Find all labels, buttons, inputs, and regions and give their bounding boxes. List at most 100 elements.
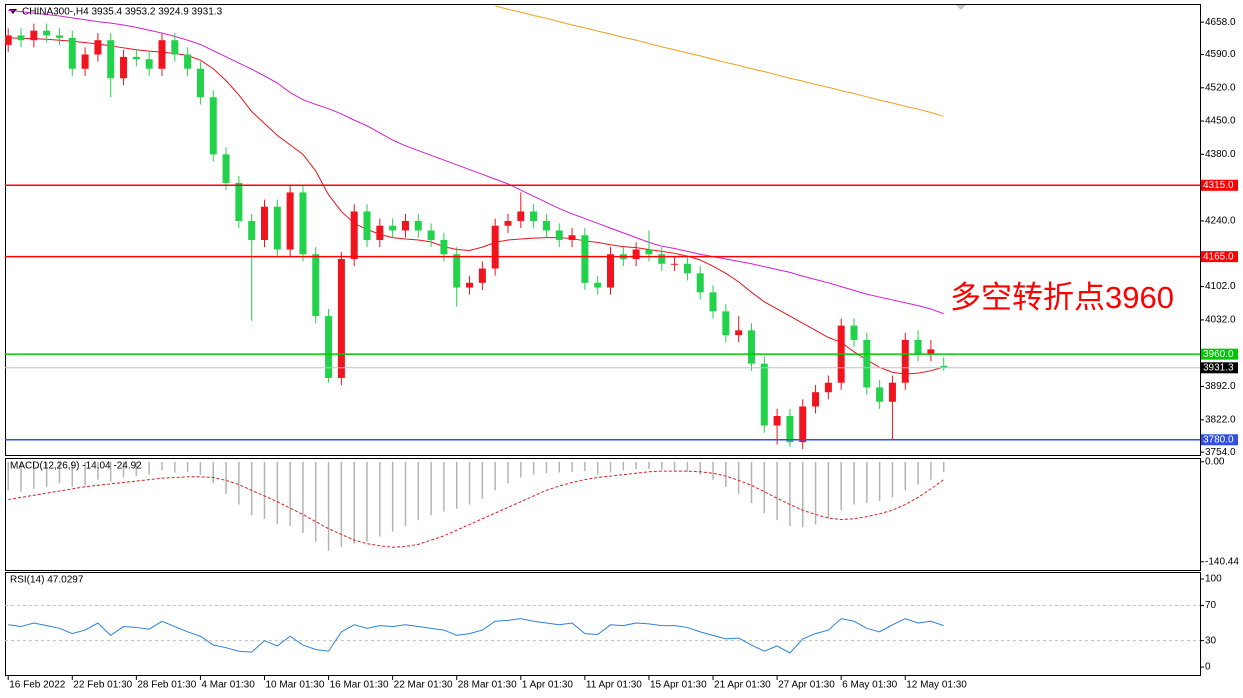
y-tick-label: 4658.0 (1205, 17, 1236, 28)
candle-body (517, 211, 525, 221)
candle-body (632, 249, 640, 260)
candle-body (43, 30, 51, 36)
candle-body (594, 282, 602, 288)
candle-body (5, 35, 12, 45)
candle-body (453, 254, 461, 288)
x-tick-label: 15 Apr 01:30 (650, 680, 707, 691)
candle-body (222, 154, 230, 183)
candle-body (376, 225, 384, 240)
level-label-box (1201, 348, 1238, 360)
level-label-box (1201, 362, 1238, 374)
candle-body (696, 273, 704, 293)
level-label: 3931.3 (1203, 362, 1234, 373)
x-tick-label: 11 Apr 01:30 (586, 680, 642, 691)
candle-body (478, 268, 486, 283)
price-panel-frame (5, 4, 1201, 456)
candle-body (184, 54, 192, 69)
candle-body (568, 235, 576, 240)
y-tick-label: 4102.0 (1205, 281, 1236, 292)
x-tick-label: 28 Mar 01:30 (458, 680, 517, 691)
rsi-panel-frame (5, 572, 1201, 676)
candle-body (901, 339, 909, 383)
y-tick-label: 3892.0 (1205, 381, 1236, 392)
panel-plot (7, 461, 945, 551)
y-tick-label: 3822.0 (1205, 414, 1236, 425)
candle-body (530, 211, 538, 221)
candle-body (607, 254, 615, 288)
candle-body (683, 263, 691, 274)
y-tick-label: 30 (1205, 635, 1217, 646)
line (8, 470, 944, 548)
shift-marker[interactable] (956, 5, 966, 10)
y-tick-label: 4032.0 (1205, 315, 1236, 326)
candle-body (440, 239, 448, 255)
x-tick-label: 22 Feb 01:30 (73, 680, 132, 691)
panel-plot (5, 5, 948, 450)
candle-body (401, 220, 409, 231)
candle-body (81, 54, 89, 69)
x-tick-label: 27 Apr 01:30 (778, 680, 835, 691)
candle-body (389, 225, 397, 231)
candle-body (555, 230, 563, 240)
y-tick-label: -140.44 (1205, 556, 1239, 567)
x-tick-label: 28 Feb 01:30 (137, 680, 196, 691)
candle-body (786, 415, 794, 443)
y-tick-label: 3754.0 (1205, 447, 1236, 458)
candle-body (645, 249, 653, 255)
candle-body (824, 382, 832, 393)
candle-body (171, 40, 179, 55)
level-label: 4315.0 (1203, 180, 1234, 191)
candle-body (286, 192, 294, 250)
candle-body (863, 339, 871, 388)
y-tick-label: 0 (1205, 662, 1211, 673)
y-tick-label: 100 (1205, 574, 1222, 585)
x-tick-label: 12 May 01:30 (906, 680, 967, 691)
y-tick-label: 4380.0 (1205, 149, 1236, 160)
x-tick-label: 10 Mar 01:30 (266, 680, 325, 691)
candle-body (709, 292, 717, 312)
candle-body (414, 220, 422, 231)
level-label-box (1201, 179, 1238, 191)
candle-body (799, 406, 807, 443)
candle-body (261, 206, 269, 240)
level-label-box (1201, 251, 1238, 263)
y-tick-label: 4240.0 (1205, 216, 1236, 227)
candle-body (914, 339, 922, 355)
candle-body (55, 35, 63, 38)
panel-title: RSI(14) 47.0297 (10, 575, 84, 586)
candle-body (940, 365, 948, 368)
candle-body (196, 68, 204, 98)
level-label: 3960.0 (1203, 349, 1234, 360)
candle-body (671, 263, 679, 265)
level-label-box (1201, 434, 1238, 446)
candle-body (209, 97, 217, 155)
candle-body (888, 382, 896, 402)
x-tick-label: 4 Mar 01:30 (201, 680, 255, 691)
level-label: 4165.0 (1203, 251, 1234, 262)
annotation: 多空转折点3960 (950, 280, 1174, 315)
macd-panel-frame (5, 458, 1201, 571)
candle-body (747, 330, 755, 364)
candle-body (850, 325, 858, 340)
candle-body (658, 254, 666, 264)
line (8, 618, 944, 654)
candle-body (760, 363, 768, 426)
candle-body (158, 40, 166, 69)
panel-title: MACD(12,26,9) -14.04 -24.92 (10, 461, 142, 472)
candle-body (427, 230, 435, 240)
panel-title: CHINA300-,H4 3935.4 3953.2 3924.9 3931.3 (22, 7, 223, 18)
x-tick-label: 6 May 01:30 (842, 680, 897, 691)
candle-body (542, 220, 550, 231)
x-tick-label: 16 Mar 01:30 (330, 680, 389, 691)
candle-body (273, 206, 281, 250)
candle-body (876, 387, 884, 402)
y-tick-label: 0.00 (1205, 456, 1225, 467)
candle-body (466, 282, 474, 288)
candle-body (68, 37, 76, 69)
candle-body (491, 225, 499, 269)
x-tick-label: 22 Mar 01:30 (394, 680, 453, 691)
x-tick-label: 21 Apr 01:30 (714, 680, 771, 691)
